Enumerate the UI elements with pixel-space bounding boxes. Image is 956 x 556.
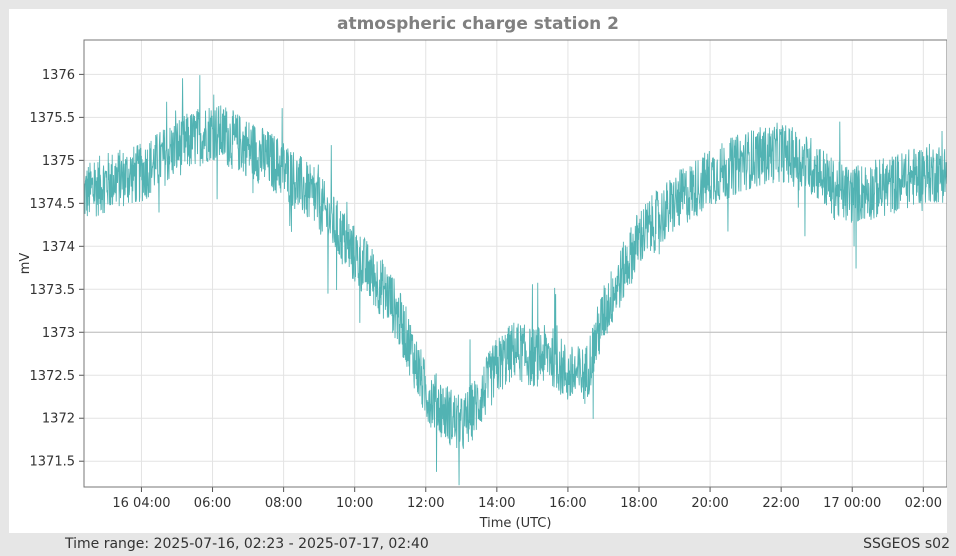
x-tick-label: 16:00 — [549, 496, 586, 511]
y-tick-label: 1372.5 — [30, 369, 76, 384]
x-tick-label: 18:00 — [620, 496, 657, 511]
y-axis-label: mV — [18, 253, 33, 275]
y-tick-label: 1376 — [42, 68, 75, 83]
time-range-value: 2025-07-16, 02:23 - 2025-07-17, 02:40 — [153, 536, 429, 552]
series-line — [83, 75, 947, 486]
x-tick-label: 02:00 — [905, 496, 942, 511]
x-tick-label: 20:00 — [691, 496, 728, 511]
time-range-label: Time range: — [65, 536, 150, 552]
x-axis-label: Time (UTC) — [479, 516, 552, 531]
y-tick-label: 1375 — [42, 154, 75, 169]
y-tick-label: 1371.5 — [30, 455, 76, 470]
x-tick-label: 17 00:00 — [823, 496, 881, 511]
x-tick-label: 08:00 — [265, 496, 302, 511]
chart-title: atmospheric charge station 2 — [337, 14, 619, 34]
x-tick-label: 16 04:00 — [112, 496, 170, 511]
station-id: SSGEOS s02 — [863, 536, 950, 552]
y-tick-label: 1374.5 — [30, 197, 76, 212]
y-tick-label: 1375.5 — [30, 111, 76, 126]
y-tick-label: 1372 — [42, 412, 75, 427]
y-tick-label: 1373.5 — [30, 283, 76, 298]
x-tick-label: 14:00 — [478, 496, 515, 511]
x-tick-label: 22:00 — [762, 496, 799, 511]
x-tick-label: 06:00 — [194, 496, 231, 511]
x-tick-label: 10:00 — [336, 496, 373, 511]
y-tick-label: 1374 — [42, 240, 75, 255]
plot-area — [84, 40, 947, 487]
x-tick-label: 12:00 — [407, 496, 444, 511]
plot-border — [83, 39, 947, 488]
time-range: Time range: 2025-07-16, 02:23 - 2025-07-… — [65, 536, 429, 552]
chart-panel: atmospheric charge station 2 16 04:00 06:… — [9, 9, 947, 533]
y-tick-label: 1373 — [42, 326, 75, 341]
chart-svg: 16 04:00 06:00 08:00 10:00 12:00 14:00 16:00 18… — [18, 39, 947, 531]
